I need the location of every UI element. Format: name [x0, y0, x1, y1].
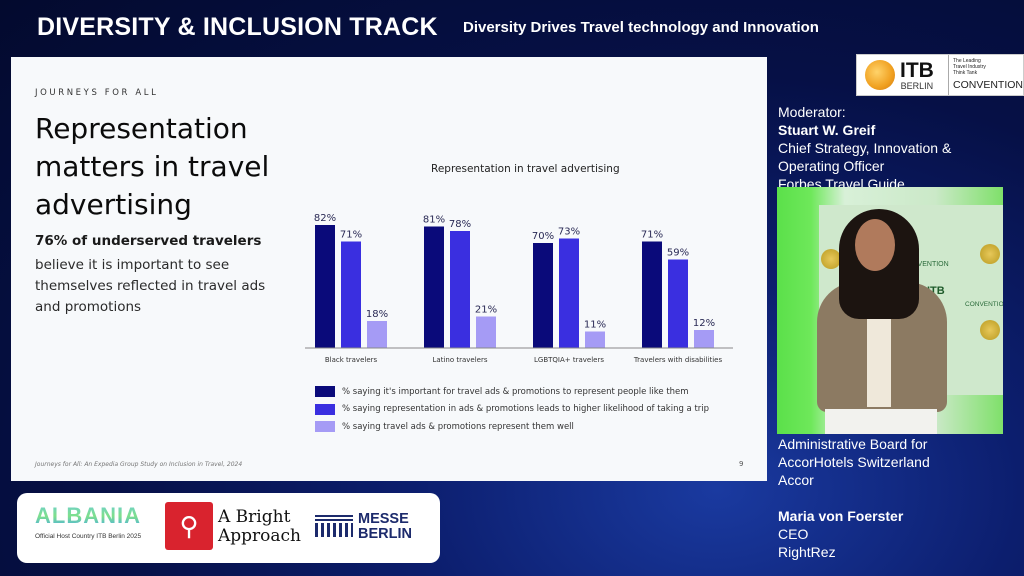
- sponsor-bar: ALBANIA Official Host Country ITB Berlin…: [17, 493, 440, 563]
- data-label: 12%: [693, 318, 715, 329]
- moderator-name: Stuart W. Greif: [778, 122, 876, 138]
- chart-title: Representation in travel advertising: [431, 163, 620, 175]
- bar: [424, 226, 444, 348]
- data-label: 70%: [532, 231, 554, 242]
- bar: [315, 225, 335, 348]
- bar: [694, 330, 714, 348]
- messe-line: MESSE: [358, 511, 409, 527]
- itb-brand: ITB: [900, 58, 934, 82]
- banner-subtitle: Diversity Drives Travel technology and I…: [463, 19, 819, 36]
- data-label: 71%: [340, 230, 362, 241]
- previous-org: Accor: [778, 472, 814, 488]
- bar: [450, 231, 470, 348]
- backdrop-text: CONVENTION: [902, 261, 949, 268]
- banner-title: DIVERSITY & INCLUSION TRACK: [37, 13, 438, 41]
- page-number: 9: [739, 460, 744, 468]
- moderator-info: Moderator: Stuart W. Greif Chief Strateg…: [778, 103, 951, 193]
- presentation-slide: JOURNEYS FOR ALL Representation matters …: [11, 57, 767, 481]
- backdrop-text: CONVENTION: [965, 301, 1003, 308]
- itb-tagline: The Leading: [952, 58, 981, 64]
- previous-role: AccorHotels Switzerland: [778, 454, 930, 470]
- legend-swatch: [315, 403, 335, 415]
- data-label: 18%: [366, 309, 388, 320]
- bar: [476, 316, 496, 348]
- speaker-name: Maria von Foerster: [778, 508, 904, 524]
- bar: [559, 238, 579, 348]
- stat-highlight: 76% of underserved travelers: [35, 233, 262, 249]
- speaker-role: CEO: [778, 526, 809, 542]
- globe-icon: [821, 249, 841, 269]
- data-label: 11%: [584, 320, 606, 331]
- previous-role: Administrative Board for: [778, 436, 928, 452]
- data-label: 21%: [475, 305, 497, 316]
- slide-kicker: JOURNEYS FOR ALL: [35, 88, 159, 98]
- legend-item: % saying travel ads & promotions represe…: [315, 418, 709, 436]
- speaker-video-feed: CONVENTION ITB CONVENTION: [777, 187, 1003, 434]
- bar: [341, 241, 361, 348]
- podium: [825, 409, 937, 434]
- legend-item: % saying representation in ads & promoti…: [315, 401, 709, 419]
- messe-berlin-logo: MESSE BERLIN: [358, 512, 412, 542]
- globe-icon: [980, 244, 1000, 264]
- data-label: 78%: [449, 219, 471, 230]
- itb-tagline: Travel Industry: [952, 64, 986, 70]
- data-label: 59%: [667, 248, 689, 259]
- albania-caption: Official Host Country ITB Berlin 2025: [35, 533, 142, 540]
- bar: [668, 259, 688, 348]
- moderator-role: Chief Strategy, Innovation &: [778, 140, 952, 156]
- messe-line: BERLIN: [358, 526, 412, 542]
- data-label: 73%: [558, 227, 580, 238]
- data-label: 82%: [314, 213, 336, 224]
- bar-chart: 82% 71% 18% Black travelers 81% 78% 21% Latino …: [305, 213, 733, 364]
- speaker-face: [855, 219, 895, 271]
- globe-icon: [865, 60, 895, 90]
- category-label: Travelers with disabilities: [633, 356, 723, 364]
- bright-approach-logo: A Bright Approach: [218, 508, 301, 546]
- bar: [642, 241, 662, 348]
- legend-swatch: [315, 421, 335, 433]
- legend-label: % saying representation in ads & promoti…: [342, 404, 710, 415]
- chart-legend: % saying it's important for travel ads &…: [315, 383, 709, 436]
- bar: [533, 243, 553, 348]
- category-label: Black travelers: [325, 356, 378, 364]
- data-label: 71%: [641, 230, 663, 241]
- itb-event: CONVENTION: [952, 79, 1023, 91]
- lightbulb-icon: ⚲: [165, 502, 213, 550]
- albania-wordmark: ALBANIA: [35, 505, 150, 527]
- category-label: LGBTQIA+ travelers: [534, 356, 604, 364]
- itb-tagline: Think Tank: [952, 70, 978, 76]
- itb-berlin-convention-logo: ITB BERLIN The Leading Travel Industry T…: [856, 54, 1024, 96]
- itb-city: BERLIN: [900, 80, 934, 91]
- legend-item: % saying it's important for travel ads &…: [315, 383, 709, 401]
- legend-label: % saying it's important for travel ads &…: [342, 386, 689, 397]
- bar: [367, 321, 387, 348]
- bright-line: A Bright: [218, 507, 291, 527]
- albania-logo: ALBANIA Official Host Country ITB Berlin…: [35, 505, 150, 541]
- globe-icon: [980, 320, 1000, 340]
- moderator-label: Moderator:: [778, 104, 846, 120]
- slide-headline: Representation matters in travel adverti…: [35, 112, 270, 221]
- speaker-org: RightRez: [778, 544, 836, 560]
- messe-berlin-icon: [315, 515, 353, 539]
- legend-swatch: [315, 386, 335, 398]
- stat-description: believe it is important to see themselve…: [35, 257, 266, 315]
- speaker-info: Administrative Board for AccorHotels Swi…: [778, 435, 930, 561]
- data-label: 81%: [423, 215, 445, 226]
- legend-label: % saying travel ads & promotions represe…: [342, 421, 574, 432]
- source-citation: Journeys for All: An Expedia Group Study…: [35, 461, 243, 468]
- bright-line: Approach: [218, 526, 302, 546]
- category-label: Latino travelers: [433, 356, 488, 364]
- bar: [585, 331, 605, 348]
- moderator-role: Operating Officer: [778, 158, 885, 174]
